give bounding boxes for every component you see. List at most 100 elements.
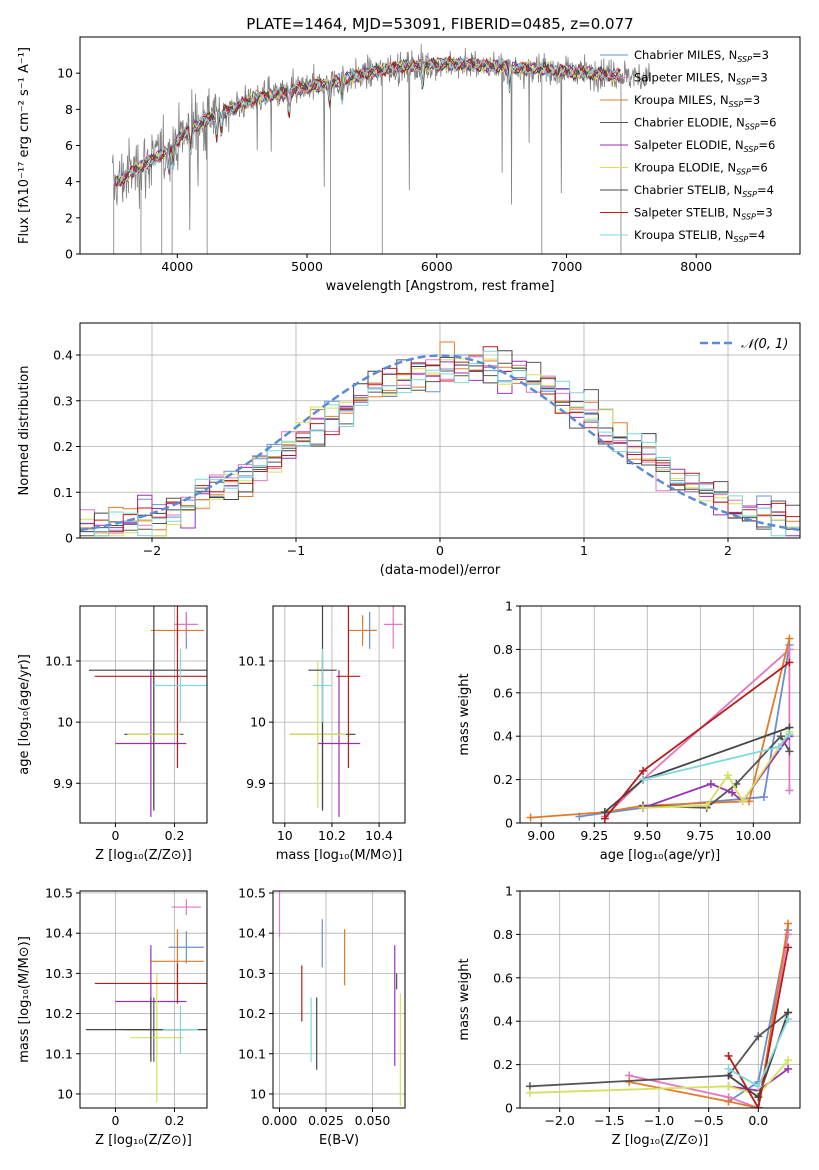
mass-vs-Z-marks <box>85 899 207 1102</box>
y-tick-label: 10.1 <box>45 1046 73 1061</box>
normal-curve <box>80 354 800 532</box>
y-tick-label: 4 <box>65 174 73 189</box>
age-vs-mass-panel: 10 10.2 10.4 9.9 10 10.1 mass [log₁₀(M/M⊙)] <box>238 605 406 863</box>
x-tick-label: 10.4 <box>365 828 393 843</box>
x-tick-label: 0.0 <box>748 1113 768 1128</box>
y-tick-label: 10 <box>250 1086 266 1101</box>
y-tick-label: 0.1 <box>53 485 73 500</box>
age-vs-mass-marks <box>289 606 403 817</box>
mass-vs-ebv-panel: 0.000 0.025 0.050 10 10.1 10.2 10.3 10.4 10.5 E(B… <box>238 886 406 1148</box>
age-vs-Z-panel: 0 0.2 9.9 10 10.1 Z [log₁₀(Z/Z⊙)] age [log₁₀(a… <box>17 605 208 863</box>
weight-marker <box>724 1097 733 1106</box>
axes-frame <box>272 890 406 1109</box>
legend-label: Kroupa MILES, NSSP=3 <box>634 93 760 109</box>
weight-marker <box>784 1064 793 1073</box>
x-tick-label: −1.5 <box>594 1113 624 1128</box>
weight-marker <box>754 1104 763 1108</box>
errorbar-point <box>94 606 207 768</box>
y-tick-label: 10 <box>57 1086 73 1101</box>
mass-vs-ebv-marks <box>278 891 401 1106</box>
weight-marker <box>724 1051 733 1060</box>
weight-marker <box>526 813 535 822</box>
x-tick-label: 9.25 <box>580 828 608 843</box>
y-tick-label: 0.4 <box>53 348 73 363</box>
x-tick-label: 0.050 <box>355 1113 391 1128</box>
weight-marker <box>724 1082 733 1091</box>
y-tick-label: 8 <box>65 102 73 117</box>
errorbar-point <box>171 899 202 916</box>
weight-marker <box>639 766 648 775</box>
legend-label: 𝒩(0, 1) <box>741 337 788 352</box>
y-tick-label: 10.5 <box>45 886 73 901</box>
y-tick-label: 2 <box>65 210 73 225</box>
weight-marker <box>600 814 609 823</box>
weight-marker <box>625 1077 634 1086</box>
x-tick-label: 0.000 <box>262 1113 298 1128</box>
x-tick-label: 10 <box>277 828 293 843</box>
weight-line <box>529 1059 789 1097</box>
weight-line <box>629 923 789 1108</box>
x-tick-label: 0 <box>436 543 444 558</box>
y-tick-label: 9.9 <box>246 776 266 791</box>
x-axis-label: Z [log₁₀(Z/Z⊙)] <box>612 1133 709 1148</box>
weight-marker <box>738 797 747 806</box>
legend-label: Chabrier STELIB, NSSP=4 <box>634 183 774 199</box>
weight-vs-Z-marks <box>525 919 793 1108</box>
x-axis-label: Z [log₁₀(Z/Z⊙)] <box>95 1133 192 1148</box>
axes-frame <box>519 890 801 1109</box>
y-tick-label: 10 <box>250 715 266 730</box>
weight-marker <box>785 747 794 756</box>
y-tick-label: 0.6 <box>493 685 513 700</box>
axes-frame <box>79 605 208 824</box>
spectrum-model-line <box>114 55 621 188</box>
x-axis-label: (data-model)/error <box>380 563 501 578</box>
weight-marker <box>784 1015 793 1024</box>
x-tick-label: −0.5 <box>693 1113 723 1128</box>
x-tick-label: 1 <box>580 543 588 558</box>
y-tick-label: 1 <box>505 599 513 614</box>
x-tick-label: 5000 <box>291 259 323 274</box>
weight-marker <box>776 732 785 741</box>
weight-marker <box>639 803 648 812</box>
errorbar-point <box>383 606 403 649</box>
y-tick-label: 9.9 <box>53 776 73 791</box>
y-tick-label: 10 <box>57 715 73 730</box>
y-tick-label: 0.6 <box>493 970 513 985</box>
y-tick-label: 0.2 <box>493 1057 513 1072</box>
x-tick-label: 4000 <box>161 259 193 274</box>
y-tick-label: 10.1 <box>238 654 266 669</box>
legend-label: Chabrier ELODIE, NSSP=6 <box>634 116 776 132</box>
y-tick-label: 0 <box>65 247 73 262</box>
y-tick-label: 0 <box>65 531 73 546</box>
y-tick-label: 0.4 <box>493 729 513 744</box>
y-tick-label: 10.3 <box>238 966 266 981</box>
y-tick-label: 1 <box>505 884 513 899</box>
weight-vs-Z-panel: −2.0 −1.5 −1.0 −0.5 0.0 0 0.2 0.4 0.6 0.8 1 Z [log₁… <box>457 884 801 1148</box>
residuals-marks <box>80 341 800 537</box>
y-tick-label: 10.2 <box>238 1006 266 1021</box>
weight-marker <box>702 801 711 810</box>
residual-legend: 𝒩(0, 1) <box>700 337 788 352</box>
x-tick-label: 6000 <box>421 259 453 274</box>
x-axis-label: Z [log₁₀(Z/Z⊙)] <box>95 848 192 863</box>
y-tick-label: 10.4 <box>45 926 73 941</box>
x-axis-label: wavelength [Angstrom, rest frame] <box>326 279 555 294</box>
weight-marker <box>759 792 768 801</box>
residual-histogram <box>80 350 800 537</box>
weight-marker <box>785 786 794 795</box>
weight-vs-age-panel: 9.00 9.25 9.50 9.75 10.00 0 0.2 0.4 0.6 0.8 1 age [… <box>457 599 801 863</box>
legend-label: Chabrier MILES, NSSP=3 <box>634 48 769 64</box>
y-tick-label: 10 <box>57 66 73 81</box>
errorbar-point <box>153 648 207 723</box>
axes-frame <box>79 890 208 1109</box>
x-tick-label: 2 <box>724 543 732 558</box>
x-axis-label: mass [log₁₀(M/M⊙)] <box>276 848 403 863</box>
weight-vs-age-marks <box>526 634 794 823</box>
y-tick-label: 10.5 <box>238 886 266 901</box>
errorbar-point <box>94 963 207 1004</box>
y-tick-label: 10.4 <box>238 926 266 941</box>
y-axis-label: mass weight <box>457 958 472 1040</box>
weight-marker <box>784 1056 793 1065</box>
residual-histogram <box>80 358 800 537</box>
